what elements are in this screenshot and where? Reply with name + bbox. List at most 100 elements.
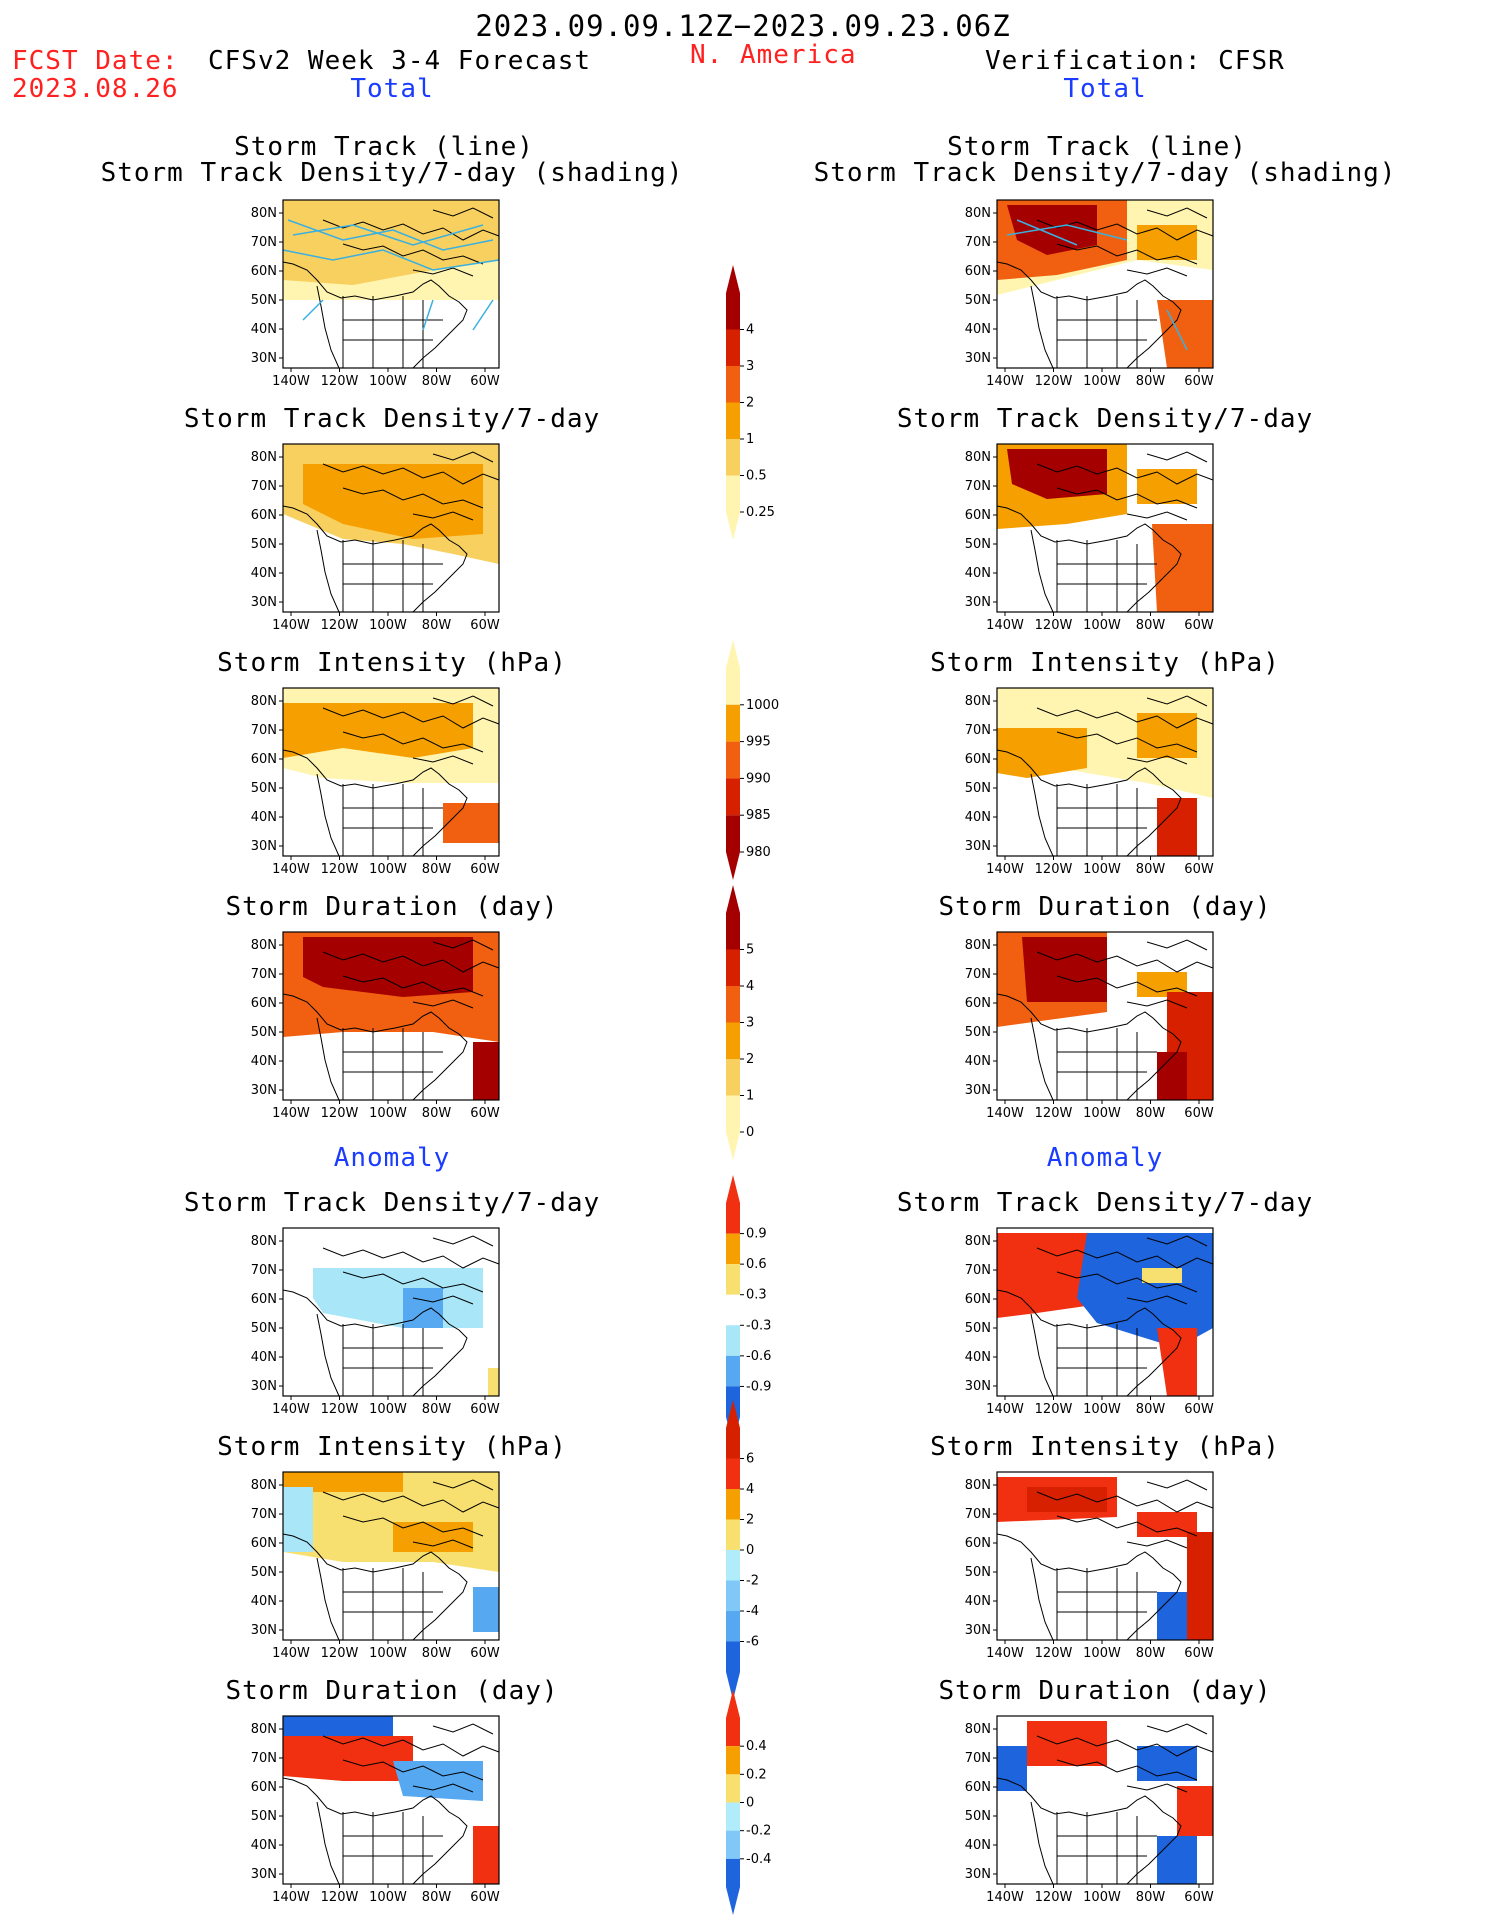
title-track-line-left: Storm Track (line): [234, 132, 534, 162]
lon-tick-label: 80W: [422, 374, 452, 389]
lat-tick-label: 30N: [965, 839, 991, 854]
colorbar-label: -0.9: [746, 1379, 771, 1394]
shading-region: [1137, 1746, 1197, 1781]
shading-region: [1077, 1233, 1213, 1348]
shading-region: [1137, 225, 1197, 260]
total-label-right: Total: [1063, 74, 1147, 104]
map-frame: [282, 1715, 500, 1885]
lat-tick-label: 60N: [251, 996, 277, 1011]
colorbar-label: 990: [746, 771, 771, 786]
colorbar-segment: [726, 402, 740, 439]
colorbar-segment: [726, 366, 740, 403]
title-intensity-anom-left: Storm Intensity (hPa): [217, 1432, 567, 1462]
title-density-right: Storm Track Density/7-day: [896, 404, 1314, 434]
lat-tick-label: 60N: [965, 1780, 991, 1795]
lat-tick-label: 40N: [965, 1838, 991, 1853]
shading-region: [283, 1487, 313, 1552]
lat-tick-label: 70N: [965, 723, 991, 738]
lat-tick-label: 40N: [251, 1838, 277, 1853]
shading-region: [1137, 972, 1187, 997]
title-intensity-left: Storm Intensity (hPa): [217, 648, 567, 678]
lon-tick-label: 60W: [1184, 618, 1214, 633]
lon-tick-label: 60W: [1184, 1890, 1214, 1905]
lat-tick-label: 60N: [251, 1292, 277, 1307]
colorbar-label: -0.6: [746, 1349, 771, 1364]
lat-tick-label: 50N: [965, 1565, 991, 1580]
colorbar-duration-anom: 0.4 0.2 0 -0.2 -0.4: [726, 1690, 771, 1915]
lon-tick-label: 100W: [369, 1106, 407, 1121]
lat-tick-label: 60N: [251, 264, 277, 279]
shading-region: [1142, 1268, 1182, 1283]
colorbar-label: 0.25: [746, 505, 775, 520]
coastline-borders: [996, 1479, 1214, 1641]
lat-tick-label: 30N: [251, 839, 277, 854]
colorbar-segment: [726, 1550, 740, 1581]
lon-tick-label: 80W: [422, 618, 452, 633]
map-density-cfsr: 80N 70N 60N 50N 40N 30N 140W 120W 100W 80W 60W: [965, 443, 1214, 633]
lat-tick-label: 60N: [251, 752, 277, 767]
shading-region: [403, 1288, 443, 1328]
lon-tick-label: 100W: [369, 862, 407, 877]
lat-tick-label: 80N: [965, 694, 991, 709]
shading-region: [488, 1368, 499, 1396]
colorbar-segment: [726, 1746, 740, 1775]
lon-tick-label: 100W: [369, 374, 407, 389]
shading-region: [1152, 524, 1213, 612]
lat-tick-label: 80N: [965, 1722, 991, 1737]
colorbar-label: 1000: [746, 698, 779, 713]
colorbar-label: -0.4: [746, 1852, 771, 1867]
lon-tick-label: 140W: [272, 1646, 310, 1661]
fcst-date-value: 2023.08.26: [12, 74, 179, 104]
shading-region: [1022, 937, 1107, 1002]
map-frame: [996, 931, 1214, 1101]
colorbar-segment: [726, 1325, 740, 1356]
colorbar-segment: [726, 1294, 740, 1326]
storm-track-lines: [282, 219, 500, 331]
map-duration-anom-cfsr: 80N 70N 60N 50N 40N 30N 140W 120W 100W 80W 60W: [965, 1715, 1214, 1905]
lon-tick-label: 100W: [1083, 1106, 1121, 1121]
lat-tick-label: 50N: [965, 1809, 991, 1824]
colorbar-segment: [726, 885, 740, 950]
lon-tick-label: 140W: [986, 618, 1024, 633]
lon-tick-label: 120W: [1035, 1890, 1073, 1905]
lat-tick-label: 30N: [251, 1083, 277, 1098]
lat-tick-label: 60N: [965, 996, 991, 1011]
colorbar-label: 0.9: [746, 1227, 767, 1242]
map-density-anom-forecast: 80N 70N 60N 50N 40N 30N 140W 120W 100W 80W 60W: [251, 1227, 500, 1417]
lon-tick-label: 140W: [272, 374, 310, 389]
shading-region: [997, 1746, 1027, 1791]
map-density-forecast: 80N 70N 60N 50N 40N 30N 140W 120W 100W 80W 60W: [251, 443, 500, 633]
lat-tick-label: 70N: [251, 723, 277, 738]
lat-tick-label: 30N: [251, 351, 277, 366]
colorbar-label: 6: [746, 1452, 754, 1467]
colorbar-segment: [726, 1458, 740, 1489]
lat-tick-label: 40N: [965, 810, 991, 825]
title-intensity-right: Storm Intensity (hPa): [930, 648, 1280, 678]
lat-tick-label: 80N: [251, 1478, 277, 1493]
colorbar-label: 4: [746, 323, 754, 338]
lon-tick-label: 80W: [1136, 1646, 1166, 1661]
coastline-borders: [282, 1235, 500, 1397]
model-title: CFSv2 Week 3-4 Forecast: [208, 46, 592, 76]
colorbar-intensity: 1000 995 990 985 980: [726, 640, 779, 880]
colorbar-label: 980: [746, 845, 771, 860]
storm-track-lines: [1006, 219, 1188, 351]
coastline-borders: [282, 1479, 500, 1641]
lon-tick-label: 60W: [1184, 374, 1214, 389]
lat-tick-label: 40N: [251, 1054, 277, 1069]
map-intensity-anom-forecast: 80N 70N 60N 50N 40N 30N 140W 120W 100W 80W 60W: [251, 1471, 500, 1661]
shading-region: [473, 1587, 499, 1632]
lon-tick-label: 120W: [1035, 618, 1073, 633]
lon-tick-label: 140W: [986, 1402, 1024, 1417]
colorbar-label: 2: [746, 396, 754, 411]
colorbar-label: -2: [746, 1574, 759, 1589]
map-frame: [282, 931, 500, 1101]
coastline-borders: [282, 207, 500, 369]
lon-tick-label: 100W: [1083, 1402, 1121, 1417]
colorbar-label: -6: [746, 1635, 759, 1650]
map-frame: [996, 199, 1214, 369]
lon-tick-label: 140W: [272, 618, 310, 633]
title-density-anom-left: Storm Track Density/7-day: [183, 1188, 601, 1218]
lon-tick-label: 80W: [1136, 374, 1166, 389]
colorbar-segment: [726, 1641, 740, 1700]
